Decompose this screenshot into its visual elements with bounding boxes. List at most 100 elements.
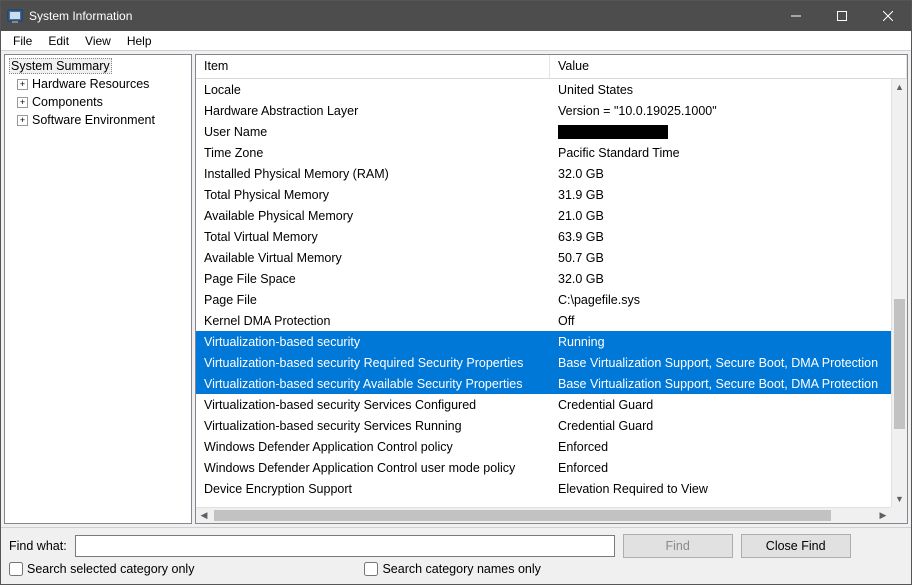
cell-value: Credential Guard: [550, 419, 891, 433]
list-row[interactable]: Total Virtual Memory63.9 GB: [196, 226, 891, 247]
cell-item: Virtualization-based security: [196, 335, 550, 349]
list-row[interactable]: Time ZonePacific Standard Time: [196, 142, 891, 163]
list-header: Item Value: [196, 55, 907, 79]
find-input[interactable]: [75, 535, 615, 557]
column-header-item[interactable]: Item: [196, 55, 550, 78]
cell-value: Version = "10.0.19025.1000": [550, 104, 891, 118]
expand-icon[interactable]: +: [17, 79, 28, 90]
list-row[interactable]: Total Physical Memory31.9 GB: [196, 184, 891, 205]
list-row[interactable]: Windows Defender Application Control pol…: [196, 436, 891, 457]
close-button[interactable]: [865, 1, 911, 31]
cell-value: Pacific Standard Time: [550, 146, 891, 160]
list-row[interactable]: Virtualization-based security Services C…: [196, 394, 891, 415]
list-body: LocaleUnited StatesHardware Abstraction …: [196, 79, 907, 523]
scroll-right-icon[interactable]: ▶: [875, 508, 891, 523]
close-find-button[interactable]: Close Find: [741, 534, 851, 558]
list-row[interactable]: Hardware Abstraction LayerVersion = "10.…: [196, 100, 891, 121]
cell-item: Time Zone: [196, 146, 550, 160]
scroll-down-icon[interactable]: ▼: [892, 491, 907, 507]
cell-value: Enforced: [550, 440, 891, 454]
scroll-corner: [891, 507, 907, 523]
list-row[interactable]: Installed Physical Memory (RAM)32.0 GB: [196, 163, 891, 184]
cell-item: Locale: [196, 83, 550, 97]
list-row[interactable]: LocaleUnited States: [196, 79, 891, 100]
checkbox-label: Search category names only: [382, 562, 540, 576]
tree-item-label: Software Environment: [32, 113, 155, 127]
cell-value: Off: [550, 314, 891, 328]
app-icon: [7, 8, 23, 24]
list-row[interactable]: Kernel DMA ProtectionOff: [196, 310, 891, 331]
menu-edit[interactable]: Edit: [40, 32, 77, 50]
cell-item: Virtualization-based security Services R…: [196, 419, 550, 433]
list-row[interactable]: Virtualization-based security Services R…: [196, 415, 891, 436]
cell-item: Windows Defender Application Control use…: [196, 461, 550, 475]
list-row[interactable]: Page FileC:\pagefile.sys: [196, 289, 891, 310]
scroll-left-icon[interactable]: ◀: [196, 508, 212, 523]
minimize-button[interactable]: [773, 1, 819, 31]
cell-value: 32.0 GB: [550, 272, 891, 286]
cell-item: Virtualization-based security Required S…: [196, 356, 550, 370]
titlebar[interactable]: System Information: [1, 1, 911, 31]
cell-value: 50.7 GB: [550, 251, 891, 265]
checkbox-category-names[interactable]: Search category names only: [364, 562, 540, 576]
find-bar: Find what: Find Close Find: [1, 527, 911, 560]
cell-value: United States: [550, 83, 891, 97]
menubar: File Edit View Help: [1, 31, 911, 51]
maximize-button[interactable]: [819, 1, 865, 31]
scroll-thumb[interactable]: [894, 299, 905, 429]
cell-value: [550, 124, 891, 139]
cell-value: Elevation Required to View: [550, 482, 891, 496]
cell-item: Installed Physical Memory (RAM): [196, 167, 550, 181]
checkbox-selected-category[interactable]: Search selected category only: [9, 562, 194, 576]
category-tree[interactable]: System Summary + Hardware Resources + Co…: [4, 54, 192, 524]
expand-icon[interactable]: +: [17, 115, 28, 126]
horizontal-scrollbar[interactable]: ◀ ▶: [196, 507, 891, 523]
tree-item-software-environment[interactable]: + Software Environment: [5, 111, 191, 129]
cell-value: 63.9 GB: [550, 230, 891, 244]
scroll-thumb[interactable]: [214, 510, 831, 521]
cell-value: 32.0 GB: [550, 167, 891, 181]
cell-value: C:\pagefile.sys: [550, 293, 891, 307]
list-row[interactable]: Virtualization-based security Available …: [196, 373, 891, 394]
tree-item-components[interactable]: + Components: [5, 93, 191, 111]
cell-item: Available Virtual Memory: [196, 251, 550, 265]
list-row[interactable]: Virtualization-based security Required S…: [196, 352, 891, 373]
tree-root-system-summary[interactable]: System Summary: [5, 57, 191, 75]
tree-item-hardware-resources[interactable]: + Hardware Resources: [5, 75, 191, 93]
cell-item: Virtualization-based security Services C…: [196, 398, 550, 412]
cell-value: 31.9 GB: [550, 188, 891, 202]
list-row[interactable]: Available Virtual Memory50.7 GB: [196, 247, 891, 268]
column-header-value[interactable]: Value: [550, 55, 907, 78]
scroll-up-icon[interactable]: ▲: [892, 79, 907, 95]
list-row[interactable]: Device Encryption SupportElevation Requi…: [196, 478, 891, 499]
checkbox-selected-category-input[interactable]: [9, 562, 23, 576]
cell-item: Windows Defender Application Control pol…: [196, 440, 550, 454]
redacted-value: [558, 125, 668, 139]
list-row[interactable]: Page File Space32.0 GB: [196, 268, 891, 289]
vertical-scrollbar[interactable]: ▲ ▼: [891, 79, 907, 507]
cell-item: Hardware Abstraction Layer: [196, 104, 550, 118]
cell-item: Device Encryption Support: [196, 482, 550, 496]
cell-value: Running: [550, 335, 891, 349]
tree-item-label: Hardware Resources: [32, 77, 149, 91]
expand-icon[interactable]: +: [17, 97, 28, 108]
list-row[interactable]: Windows Defender Application Control use…: [196, 457, 891, 478]
cell-item: Page File Space: [196, 272, 550, 286]
find-button[interactable]: Find: [623, 534, 733, 558]
list-row[interactable]: Virtualization-based securityRunning: [196, 331, 891, 352]
tree-item-label: Components: [32, 95, 103, 109]
cell-value: Base Virtualization Support, Secure Boot…: [550, 356, 891, 370]
list-row[interactable]: Available Physical Memory21.0 GB: [196, 205, 891, 226]
cell-item: Page File: [196, 293, 550, 307]
menu-help[interactable]: Help: [119, 32, 160, 50]
list-row[interactable]: User Name: [196, 121, 891, 142]
cell-value: Base Virtualization Support, Secure Boot…: [550, 377, 891, 391]
cell-item: Virtualization-based security Available …: [196, 377, 550, 391]
find-options: Search selected category only Search cat…: [1, 560, 911, 584]
find-label: Find what:: [9, 539, 67, 553]
checkbox-category-names-input[interactable]: [364, 562, 378, 576]
menu-view[interactable]: View: [77, 32, 119, 50]
menu-file[interactable]: File: [5, 32, 40, 50]
cell-value: Enforced: [550, 461, 891, 475]
cell-value: Credential Guard: [550, 398, 891, 412]
